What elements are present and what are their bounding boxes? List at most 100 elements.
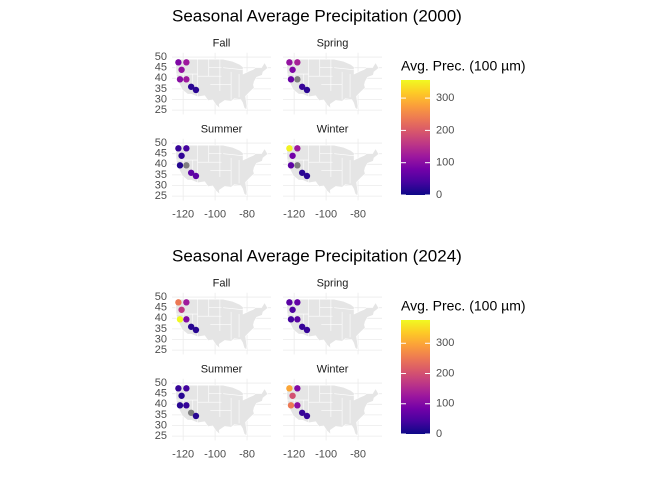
x-tick-label: -120 — [283, 208, 305, 220]
x-tick-label: -120 — [283, 448, 305, 460]
y-tick-label: 25 — [155, 104, 167, 116]
y-tick-label: 45 — [155, 388, 167, 400]
station-point — [183, 385, 190, 392]
station-point — [178, 152, 185, 159]
station-point — [183, 299, 190, 306]
station-point — [298, 169, 306, 176]
legend-title: Avg. Prec. (100 µm) — [401, 58, 526, 74]
colorbar-label: 200 — [436, 124, 454, 136]
station-point — [187, 409, 195, 416]
x-tick-label: -80 — [239, 208, 255, 220]
y-tick-label: 50 — [155, 291, 167, 303]
station-point — [192, 326, 200, 334]
chart-title: Seasonal Average Precipitation (2000) — [172, 6, 462, 25]
station-point — [178, 66, 185, 73]
colorbar-label: 300 — [436, 337, 454, 349]
y-tick-label: 40 — [155, 398, 167, 410]
y-tick-label: 40 — [155, 72, 167, 84]
station-point — [294, 76, 301, 83]
station-point — [183, 402, 190, 409]
station-point — [303, 412, 311, 420]
station-point — [289, 306, 296, 313]
y-tick-label: 25 — [155, 344, 167, 356]
station-point — [175, 59, 182, 66]
facet-label: Winter — [317, 364, 349, 376]
station-point — [294, 59, 301, 66]
station-point — [289, 152, 296, 159]
station-point — [176, 162, 184, 169]
facet-label: Spring — [317, 278, 349, 290]
y-tick-label: 35 — [155, 409, 167, 421]
station-point — [286, 299, 293, 306]
facet-label: Fall — [213, 278, 231, 290]
station-point — [294, 385, 301, 392]
colorbar-label: 200 — [436, 367, 454, 379]
station-point — [175, 385, 182, 392]
y-tick-label: 40 — [155, 312, 167, 324]
x-tick-label: -80 — [350, 448, 366, 460]
colorbar-label: 0 — [436, 428, 442, 440]
colorbar-label: 100 — [436, 398, 454, 410]
legend-title: Avg. Prec. (100 µm) — [401, 298, 526, 314]
station-point — [183, 76, 190, 83]
station-point — [187, 83, 195, 90]
facet-label: Winter — [317, 124, 349, 136]
station-point — [187, 169, 195, 176]
x-tick-label: -80 — [350, 208, 366, 220]
y-tick-label: 25 — [155, 190, 167, 202]
y-tick-label: 50 — [155, 377, 167, 389]
x-tick-label: -100 — [315, 448, 337, 460]
y-tick-label: 35 — [155, 83, 167, 95]
station-point — [175, 299, 182, 306]
x-tick-label: -100 — [204, 208, 226, 220]
y-tick-label: 40 — [155, 158, 167, 170]
chart-title: Seasonal Average Precipitation (2024) — [172, 246, 462, 265]
x-tick-label: -100 — [204, 448, 226, 460]
station-point — [183, 59, 190, 66]
station-point — [287, 76, 295, 83]
y-tick-label: 45 — [155, 148, 167, 160]
colorbar — [401, 80, 430, 195]
y-tick-label: 30 — [155, 419, 167, 431]
station-point — [286, 385, 293, 392]
station-point — [187, 323, 195, 330]
y-tick-label: 30 — [155, 179, 167, 191]
colorbar-label: 100 — [436, 157, 454, 169]
state-border — [334, 67, 355, 71]
y-tick-label: 45 — [155, 302, 167, 314]
state-border — [334, 153, 355, 157]
x-tick-label: -120 — [172, 208, 194, 220]
facet-label: Spring — [317, 38, 349, 50]
station-point — [294, 316, 301, 323]
station-point — [175, 145, 182, 152]
y-tick-label: 35 — [155, 169, 167, 181]
y-tick-label: 35 — [155, 323, 167, 335]
station-point — [192, 172, 200, 180]
x-tick-label: -120 — [172, 448, 194, 460]
y-tick-label: 30 — [155, 93, 167, 105]
station-point — [287, 402, 295, 409]
station-point — [178, 392, 185, 399]
station-point — [176, 76, 184, 83]
station-point — [294, 299, 301, 306]
facet-label: Fall — [213, 38, 231, 50]
station-point — [294, 162, 301, 169]
station-point — [183, 145, 190, 152]
y-tick-label: 30 — [155, 333, 167, 345]
x-tick-label: -80 — [239, 448, 255, 460]
station-point — [303, 326, 311, 334]
station-point — [286, 59, 293, 66]
station-point — [287, 316, 295, 323]
facet-label: Summer — [201, 364, 243, 376]
y-tick-label: 25 — [155, 430, 167, 442]
station-point — [286, 145, 293, 152]
station-point — [192, 86, 200, 94]
colorbar-label: 300 — [436, 92, 454, 104]
station-point — [176, 316, 184, 323]
x-tick-label: -100 — [315, 208, 337, 220]
station-point — [303, 86, 311, 94]
station-point — [178, 306, 185, 313]
colorbar-label: 0 — [436, 189, 442, 201]
state-border — [223, 153, 244, 157]
